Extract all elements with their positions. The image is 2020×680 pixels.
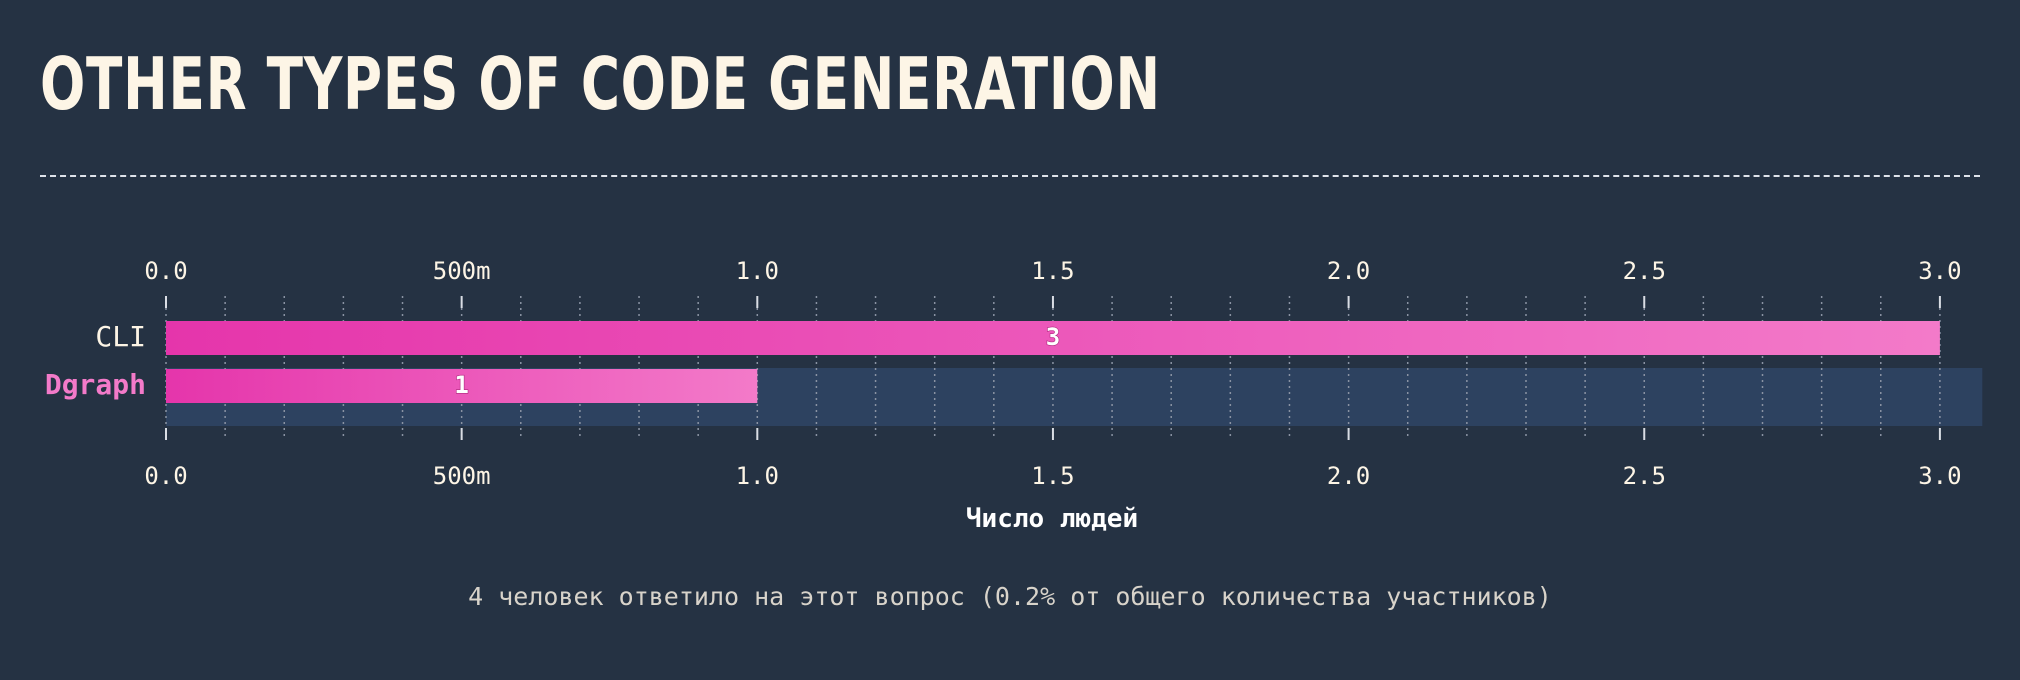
value-label: 3 <box>1046 323 1060 351</box>
x-tick-label-bottom: 0.0 <box>144 462 187 490</box>
x-tick-label-bottom: 1.5 <box>1031 462 1074 490</box>
x-tick-label-bottom: 1.0 <box>736 462 779 490</box>
x-tick-label-top: 2.0 <box>1327 257 1370 285</box>
x-tick-label-top: 1.5 <box>1031 257 1074 285</box>
x-tick-label-bottom: 500m <box>433 462 491 490</box>
response-count-note: 4 человек ответило на этот вопрос (0.2% … <box>468 582 1552 611</box>
page-title: OTHER TYPES OF CODE GENERATION <box>40 42 1161 126</box>
category-label-dgraph: Dgraph <box>45 368 146 401</box>
x-tick-label-top: 3.0 <box>1918 257 1961 285</box>
x-tick-label-bottom: 3.0 <box>1918 462 1961 490</box>
x-axis-label: Число людей <box>966 504 1138 534</box>
bar-chart: 0.0 0.0 500m 500m 1.0 1.0 1.5 1.5 2.0 2.0 2.5 2.5 3.… <box>45 257 1983 534</box>
value-label: 1 <box>454 371 468 399</box>
x-tick-label-top: 2.5 <box>1623 257 1666 285</box>
title-divider <box>40 175 1980 177</box>
x-tick-label-top: 1.0 <box>736 257 779 285</box>
x-tick-label-bottom: 2.0 <box>1327 462 1370 490</box>
bar-dgraph <box>166 369 758 403</box>
x-tick-label-bottom: 2.5 <box>1623 462 1666 490</box>
category-label-cli: CLI <box>95 320 146 353</box>
x-tick-label-top: 0.0 <box>144 257 187 285</box>
bar-cli <box>166 321 1940 355</box>
x-tick-label-top: 500m <box>433 257 491 285</box>
